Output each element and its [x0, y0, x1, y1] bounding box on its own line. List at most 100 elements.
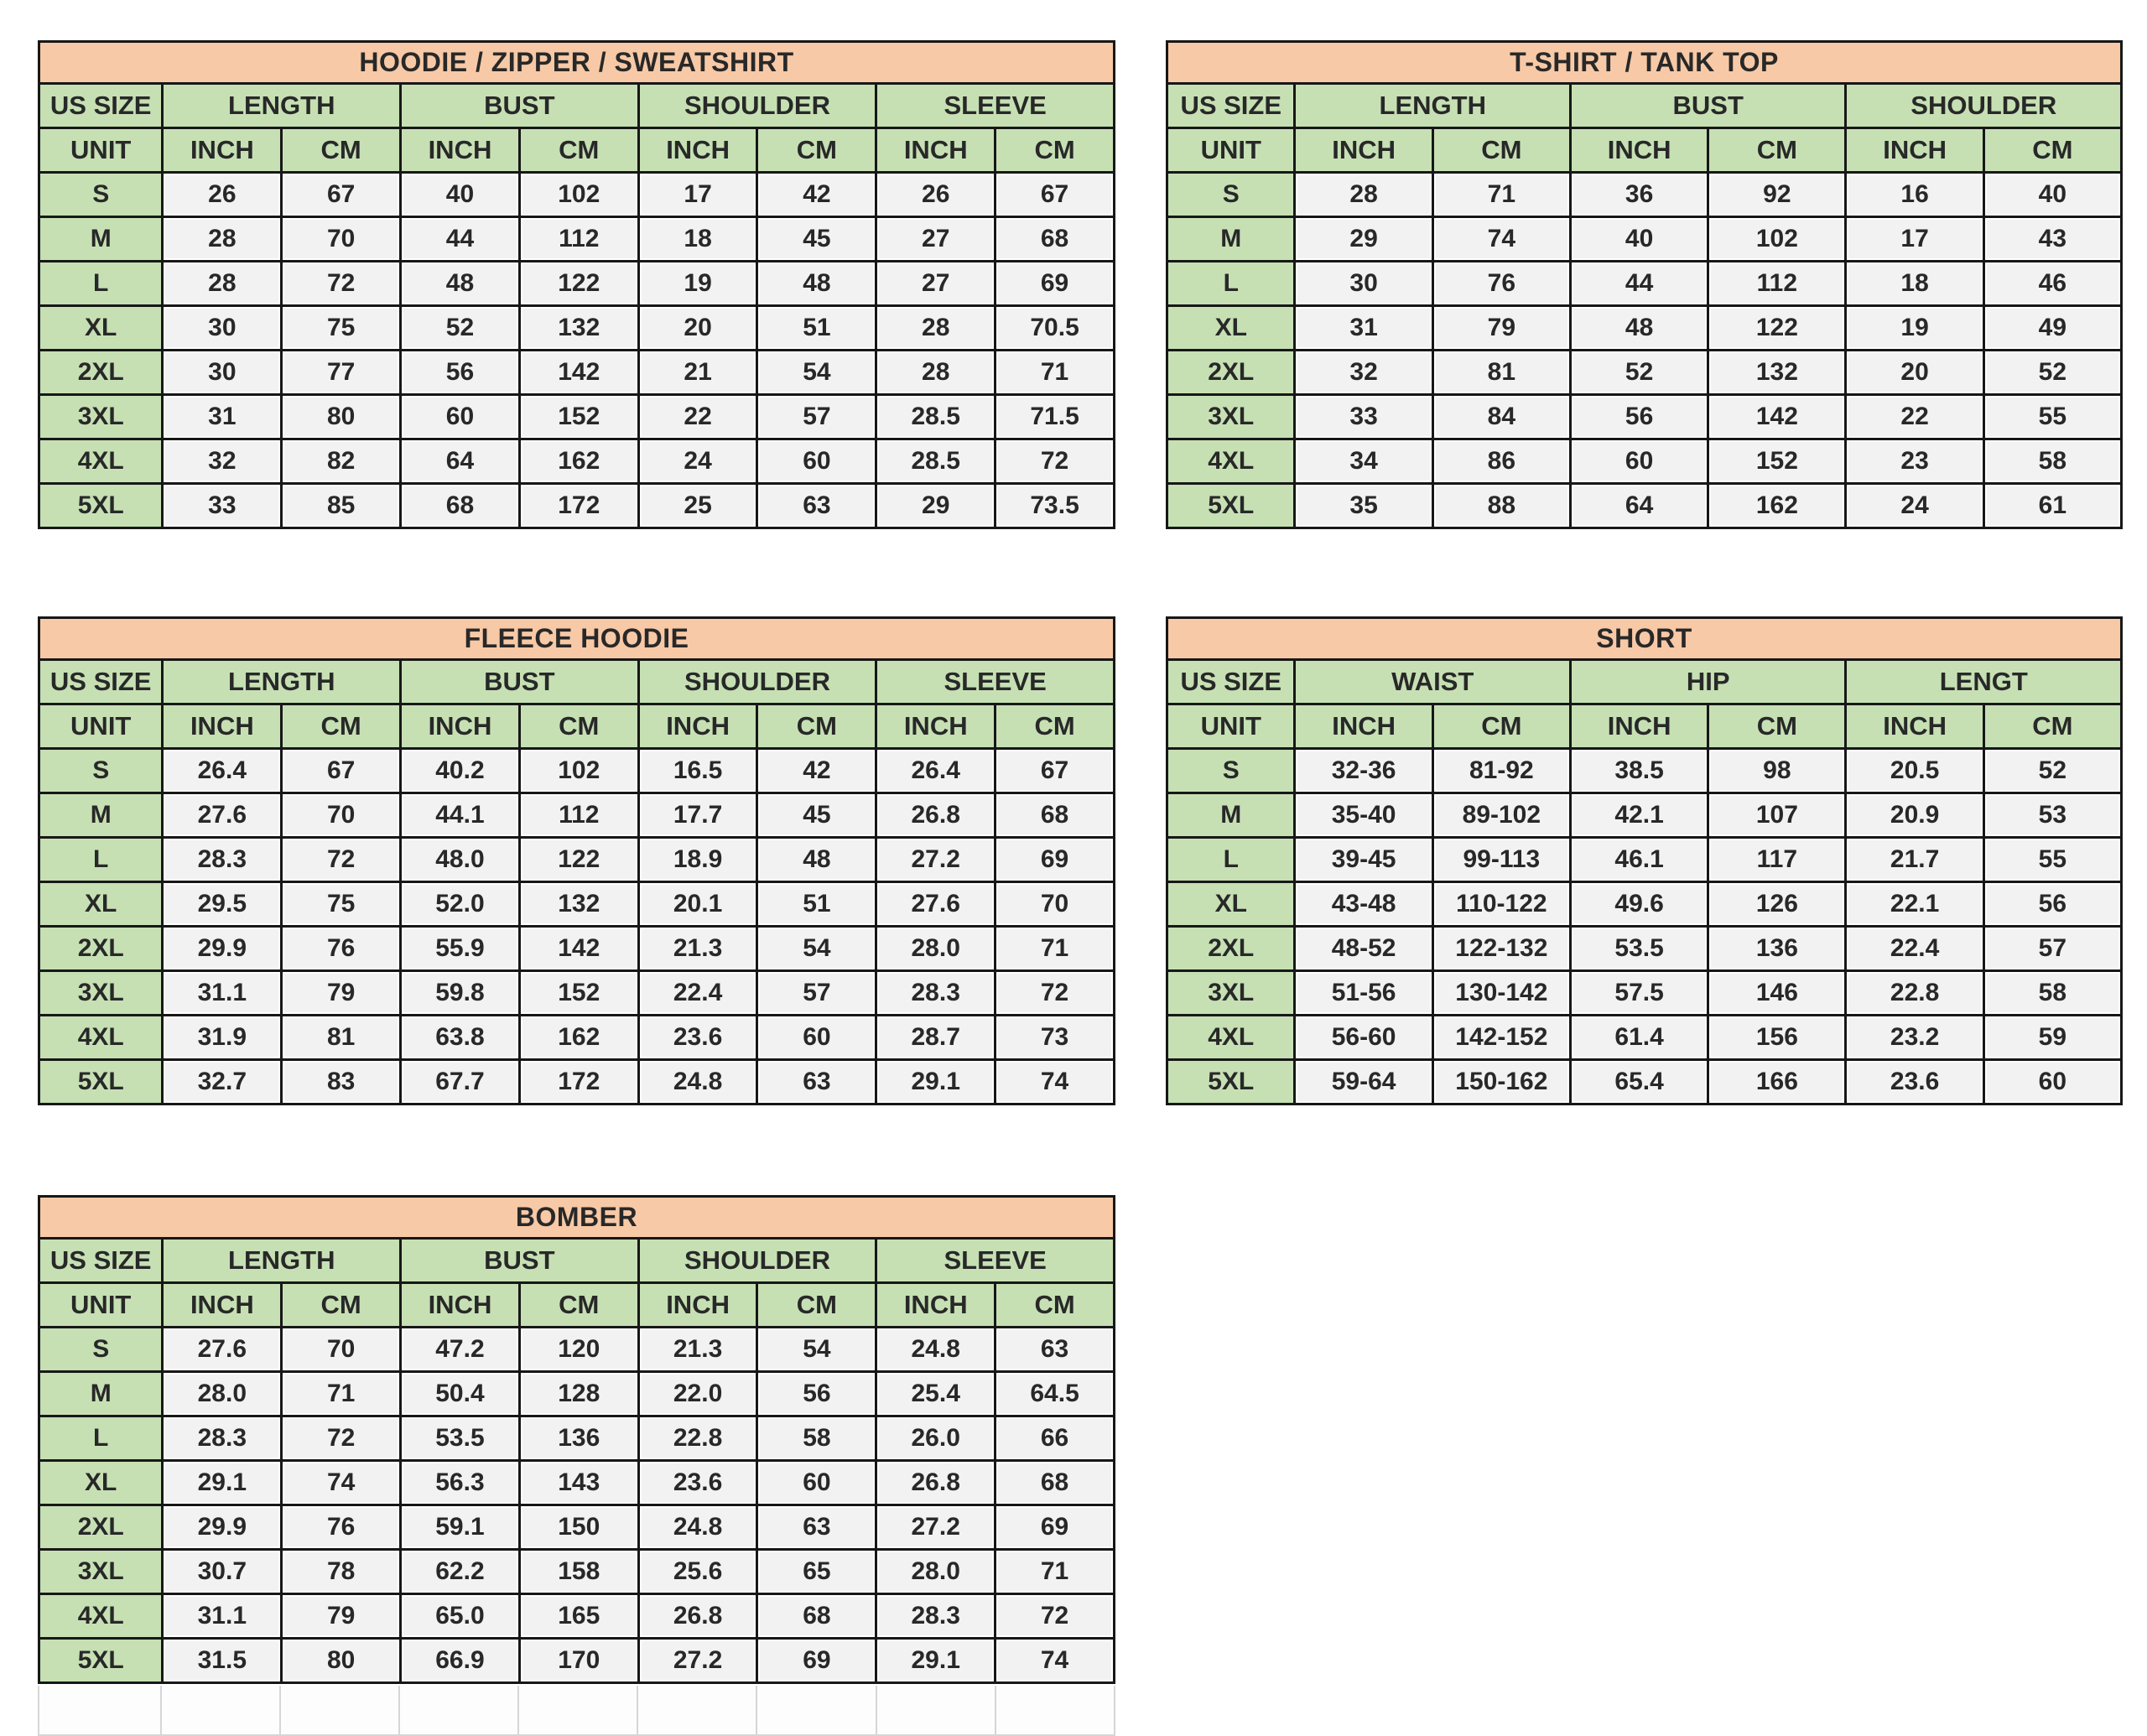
group-header: LENGTH — [1293, 82, 1572, 129]
measurement-cell: 67 — [994, 747, 1115, 794]
measurement-cell: 112 — [1707, 260, 1848, 307]
measurement-cell: 29 — [875, 482, 997, 529]
measurement-cell: 25.6 — [637, 1548, 759, 1595]
measurement-cell: 98 — [1707, 747, 1848, 794]
measurement-cell: 68 — [756, 1593, 878, 1640]
measurement-cell: 32 — [161, 438, 283, 485]
size-label-cell: 5XL — [37, 482, 164, 529]
measurement-cell: 44 — [1568, 260, 1710, 307]
measurement-cell: 122-132 — [1431, 925, 1572, 972]
size-label-cell: 3XL — [1165, 969, 1297, 1016]
measurement-cell: 26.8 — [875, 792, 997, 839]
measurement-cell: 67 — [280, 747, 403, 794]
measurement-cell: 28.0 — [875, 1548, 997, 1595]
measurement-cell: 57 — [756, 393, 878, 440]
measurement-cell: 20.9 — [1844, 792, 1985, 839]
measurement-cell: 162 — [517, 1014, 640, 1061]
cm-header: CM — [994, 127, 1115, 174]
size-label-cell: M — [37, 216, 164, 262]
measurement-cell: 75 — [280, 304, 403, 351]
measurement-cell: 142 — [1707, 393, 1848, 440]
measurement-cell: 79 — [1431, 304, 1572, 351]
measurement-cell: 63 — [756, 1058, 878, 1105]
size-label-cell: S — [37, 171, 164, 218]
measurement-cell: 136 — [517, 1415, 640, 1462]
measurement-cell: 28.5 — [875, 393, 997, 440]
table-row: 4XL 31.1 79 65.0 165 26.8 68 28.3 72 — [37, 1593, 1115, 1640]
measurement-cell: 31 — [161, 393, 283, 440]
measurement-cell: 71 — [280, 1370, 403, 1417]
measurement-cell: 31.1 — [161, 969, 283, 1016]
size-chart-bomber: BOMBER US SIZE LENGTH BUST SHOULDER SLEEVE UNI… — [37, 1195, 1115, 1684]
size-label-cell: M — [37, 792, 164, 839]
measurement-cell: 26 — [875, 171, 997, 218]
table-row: M 35-40 89-102 42.1 107 20.9 53 — [1165, 792, 2124, 839]
measurement-cell: 22.4 — [637, 969, 759, 1016]
table-row: 5XL 59-64 150-162 65.4 166 23.6 60 — [1165, 1058, 2124, 1105]
size-label-cell: XL — [37, 881, 164, 928]
measurement-cell: 77 — [280, 349, 403, 396]
measurement-cell: 56 — [1982, 881, 2124, 928]
group-header: LENGTH — [161, 82, 403, 129]
size-table-bomber: BOMBER US SIZE LENGTH BUST SHOULDER SLEEVE UNI… — [37, 1195, 1115, 1684]
measurement-cell: 128 — [517, 1370, 640, 1417]
measurement-cell: 29.1 — [875, 1637, 997, 1684]
measurement-cell: 68 — [399, 482, 521, 529]
table-row: 5XL 33 85 68 172 25 63 29 73.5 — [37, 482, 1115, 529]
group-header: BUST — [1568, 82, 1848, 129]
measurement-cell: 30.7 — [161, 1548, 283, 1595]
measurement-cell: 146 — [1707, 969, 1848, 1016]
measurement-cell: 67 — [994, 171, 1115, 218]
size-label-cell: 5XL — [1165, 1058, 1297, 1105]
empty-cell — [996, 1686, 1115, 1736]
us-size-header: US SIZE — [1165, 658, 1297, 705]
measurement-cell: 68 — [994, 1459, 1115, 1506]
measurement-cell: 65.4 — [1568, 1058, 1710, 1105]
measurement-cell: 29.1 — [875, 1058, 997, 1105]
table-row: 3XL 33 84 56 142 22 55 — [1165, 393, 2124, 440]
table-row: S 27.6 70 47.2 120 21.3 54 24.8 63 — [37, 1326, 1115, 1373]
unit-header: UNIT — [37, 703, 164, 750]
cm-header: CM — [1707, 127, 1848, 174]
measurement-cell: 53 — [1982, 792, 2124, 839]
measurement-cell: 24.8 — [875, 1326, 997, 1373]
measurement-cell: 132 — [517, 304, 640, 351]
measurement-cell: 66 — [994, 1415, 1115, 1462]
empty-cell — [638, 1686, 758, 1736]
table-title: FLEECE HOODIE — [38, 616, 1115, 661]
measurement-cell: 52 — [1568, 349, 1710, 396]
measurement-cell: 30 — [161, 304, 283, 351]
measurement-cell: 32.7 — [161, 1058, 283, 1105]
measurement-cell: 75 — [280, 881, 403, 928]
measurement-cell: 48 — [756, 260, 878, 307]
measurement-cell: 26 — [161, 171, 283, 218]
table-row: S 26.4 67 40.2 102 16.5 42 26.4 67 — [37, 747, 1115, 794]
measurement-cell: 17 — [637, 171, 759, 218]
measurement-cell: 47.2 — [399, 1326, 521, 1373]
table-row: 4XL 34 86 60 152 23 58 — [1165, 438, 2124, 485]
table-row: M 28 70 44 112 18 45 27 68 — [37, 216, 1115, 262]
measurement-cell: 40 — [1568, 216, 1710, 262]
size-label-cell: 4XL — [1165, 438, 1297, 485]
measurement-cell: 79 — [280, 1593, 403, 1640]
measurement-cell: 49.6 — [1568, 881, 1710, 928]
measurement-cell: 26.0 — [875, 1415, 997, 1462]
measurement-cell: 172 — [517, 1058, 640, 1105]
cm-header: CM — [1982, 703, 2124, 750]
cm-header: CM — [280, 703, 403, 750]
measurement-cell: 42.1 — [1568, 792, 1710, 839]
measurement-cell: 22.8 — [637, 1415, 759, 1462]
measurement-cell: 59 — [1982, 1014, 2124, 1061]
measurement-cell: 126 — [1707, 881, 1848, 928]
measurement-cell: 73 — [994, 1014, 1115, 1061]
measurement-cell: 102 — [1707, 216, 1848, 262]
measurement-cell: 26.8 — [637, 1593, 759, 1640]
measurement-cell: 27.2 — [637, 1637, 759, 1684]
measurement-cell: 18 — [1844, 260, 1985, 307]
measurement-cell: 61 — [1982, 482, 2124, 529]
inch-header: INCH — [875, 703, 997, 750]
measurement-cell: 107 — [1707, 792, 1848, 839]
measurement-cell: 72 — [280, 1415, 403, 1462]
size-label-cell: 2XL — [37, 1504, 164, 1551]
measurement-cell: 158 — [517, 1548, 640, 1595]
